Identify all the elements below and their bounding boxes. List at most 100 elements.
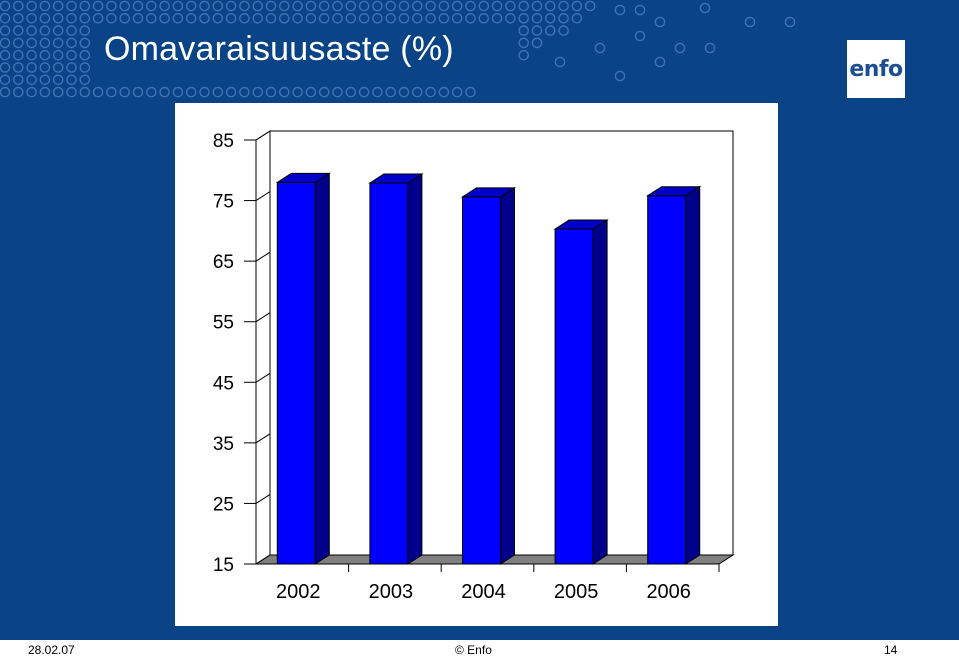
header-dot [292, 12, 303, 24]
header-dot [225, 12, 237, 24]
header-dot [39, 25, 51, 36]
header-dot [252, 12, 264, 24]
header-dot [634, 4, 646, 16]
header-dot [0, 86, 11, 98]
x-tick-label: 2002 [276, 581, 321, 603]
header-dot [132, 12, 144, 24]
bar-top [460, 187, 517, 198]
header-dot [305, 0, 317, 12]
header-dot [39, 86, 51, 98]
header-dot [674, 42, 686, 54]
header-dot [119, 86, 130, 98]
header-dot [172, 0, 184, 12]
header-dot [571, 0, 583, 12]
x-tick-label: 2003 [369, 581, 414, 603]
header-dot [358, 86, 370, 98]
header-dot [505, 0, 516, 12]
chart-area: 15 25 35 45 55 65 75 85 2002 2003 2004 2005 2006 [175, 103, 778, 626]
header-dot [372, 12, 383, 24]
header-dot [332, 0, 343, 12]
header-dot [132, 0, 144, 12]
header-dot [26, 12, 37, 24]
header-dot [558, 0, 569, 12]
header-dot [0, 37, 11, 49]
header-dot [345, 86, 357, 98]
header-dot [12, 62, 24, 73]
header-dot [545, 25, 556, 36]
header-dot [185, 86, 197, 98]
header-dot [518, 49, 530, 61]
header-dot [66, 0, 77, 12]
y-tick-depth [255, 433, 271, 444]
header-dot [239, 12, 250, 24]
header-dot [26, 74, 37, 86]
header-dot [654, 16, 666, 28]
header-dot [744, 16, 756, 28]
header-dot [531, 0, 543, 12]
footer-date: 28.02.07 [28, 643, 75, 657]
header-dot [451, 12, 463, 24]
bar-front [462, 196, 501, 565]
header-dot [465, 0, 476, 12]
bar-top [275, 172, 332, 183]
y-tick-label: 55 [213, 313, 234, 334]
header-dot [26, 49, 37, 61]
header-dot [305, 12, 317, 24]
header-dot [518, 37, 530, 49]
header-dot [554, 56, 566, 68]
header-dot [145, 12, 157, 24]
header-dot [212, 12, 224, 24]
header-dot [66, 74, 77, 86]
header-dot [159, 86, 170, 98]
header-dot [199, 12, 210, 24]
header-dot [199, 0, 210, 12]
header-dot [451, 86, 463, 98]
header-dot [225, 0, 237, 12]
header-dot [385, 0, 397, 12]
header-dot [0, 13, 11, 24]
logo-text: enfo [849, 56, 903, 82]
bar-2002 [275, 172, 332, 565]
header-dot [12, 12, 24, 24]
header-dot [0, 25, 11, 36]
y-tick-label: 85 [213, 131, 234, 152]
header-dot [239, 0, 250, 12]
bar-top [645, 186, 702, 197]
enfo-logo: enfo [847, 40, 905, 98]
header-dot [518, 12, 530, 24]
header-dot [704, 42, 716, 54]
header-dot [239, 86, 250, 98]
bar-side [685, 185, 701, 565]
header-dot [52, 12, 64, 24]
header-dot [145, 86, 157, 98]
bar-top [368, 173, 424, 184]
bar-side [592, 219, 608, 565]
header-dot [52, 86, 64, 98]
bar-front [647, 195, 687, 565]
header-dot [531, 25, 543, 36]
header-dot [172, 12, 184, 24]
header-dot [79, 62, 91, 73]
x-tick-label: 2005 [554, 581, 599, 603]
header-dot [545, 0, 556, 12]
header-dot [199, 86, 210, 98]
header-dot [438, 86, 450, 98]
y-tick-depth [255, 554, 271, 565]
slide-title: Omavaraisuusaste (%) [104, 30, 454, 68]
header-dot [79, 37, 91, 49]
footer-page-number: 14 [884, 643, 898, 657]
header-dot [699, 2, 711, 14]
y-tick-label: 75 [213, 192, 234, 213]
header-dot [558, 12, 569, 24]
header-dot [425, 86, 436, 98]
header-dot [345, 0, 357, 12]
bar-2003 [368, 173, 424, 565]
header-dot [571, 12, 583, 24]
header-dot [39, 74, 51, 86]
y-tick-depth [255, 494, 271, 504]
header-dot [12, 25, 24, 36]
header-dot [12, 49, 24, 61]
header-dot [398, 0, 410, 12]
header-dot [39, 49, 51, 61]
header-dot [52, 25, 64, 36]
